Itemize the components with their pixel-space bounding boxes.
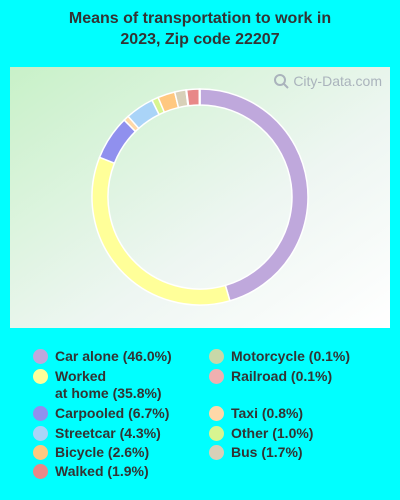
donut-slice [199, 88, 309, 302]
legend-item: Worked at home (35.8%) [33, 368, 162, 402]
legend-label: Taxi (0.8%) [231, 405, 304, 421]
legend-swatch [33, 406, 48, 421]
legend-item: Bus (1.7%) [209, 444, 303, 461]
watermark: City-Data.com [273, 73, 382, 89]
plot-area: City-Data.com [10, 67, 390, 328]
legend-swatch [209, 369, 224, 384]
watermark-text: City-Data.com [293, 73, 382, 89]
legend-item: Streetcar (4.3%) [33, 425, 161, 442]
legend-label: Bus (1.7%) [231, 444, 303, 460]
legend-item: Walked (1.9%) [33, 463, 149, 480]
legend-swatch [33, 349, 48, 364]
donut-slice [185, 88, 201, 107]
legend-item: Taxi (0.8%) [209, 405, 303, 422]
legend-swatch [209, 445, 224, 460]
legend-label: Other (1.0%) [231, 425, 314, 441]
legend-item: Bicycle (2.6%) [33, 444, 149, 461]
magnifier-icon [274, 74, 290, 89]
legend-swatch [209, 426, 224, 441]
legend-item: Car alone (46.0%) [33, 348, 172, 365]
donut-chart [91, 88, 309, 306]
legend-item: Carpooled (6.7%) [33, 405, 169, 422]
donut-slice [198, 88, 201, 106]
legend-swatch [209, 406, 224, 421]
legend-swatch [33, 426, 48, 441]
legend-label: Walked (1.9%) [55, 463, 149, 479]
legend-swatch [209, 349, 224, 364]
legend-label: Car alone (46.0%) [55, 348, 172, 364]
legend-label: Railroad (0.1%) [231, 368, 333, 384]
legend-label: Motorcycle (0.1%) [231, 348, 351, 364]
legend-label: Carpooled (6.7%) [55, 405, 170, 421]
legend-item: Railroad (0.1%) [209, 368, 332, 385]
legend-label: Bicycle (2.6%) [55, 444, 150, 460]
donut-slice [91, 156, 231, 306]
legend-swatch [33, 445, 48, 460]
legend-item: Motorcycle (0.1%) [209, 348, 350, 365]
legend-swatch [33, 464, 48, 479]
legend-item: Other (1.0%) [209, 425, 313, 442]
chart-title: Means of transportation to work in 2023,… [68, 10, 332, 48]
legend-label: Streetcar (4.3%) [55, 425, 161, 441]
legend-swatch [33, 369, 48, 384]
legend-label: Worked at home (35.8%) [55, 368, 162, 401]
